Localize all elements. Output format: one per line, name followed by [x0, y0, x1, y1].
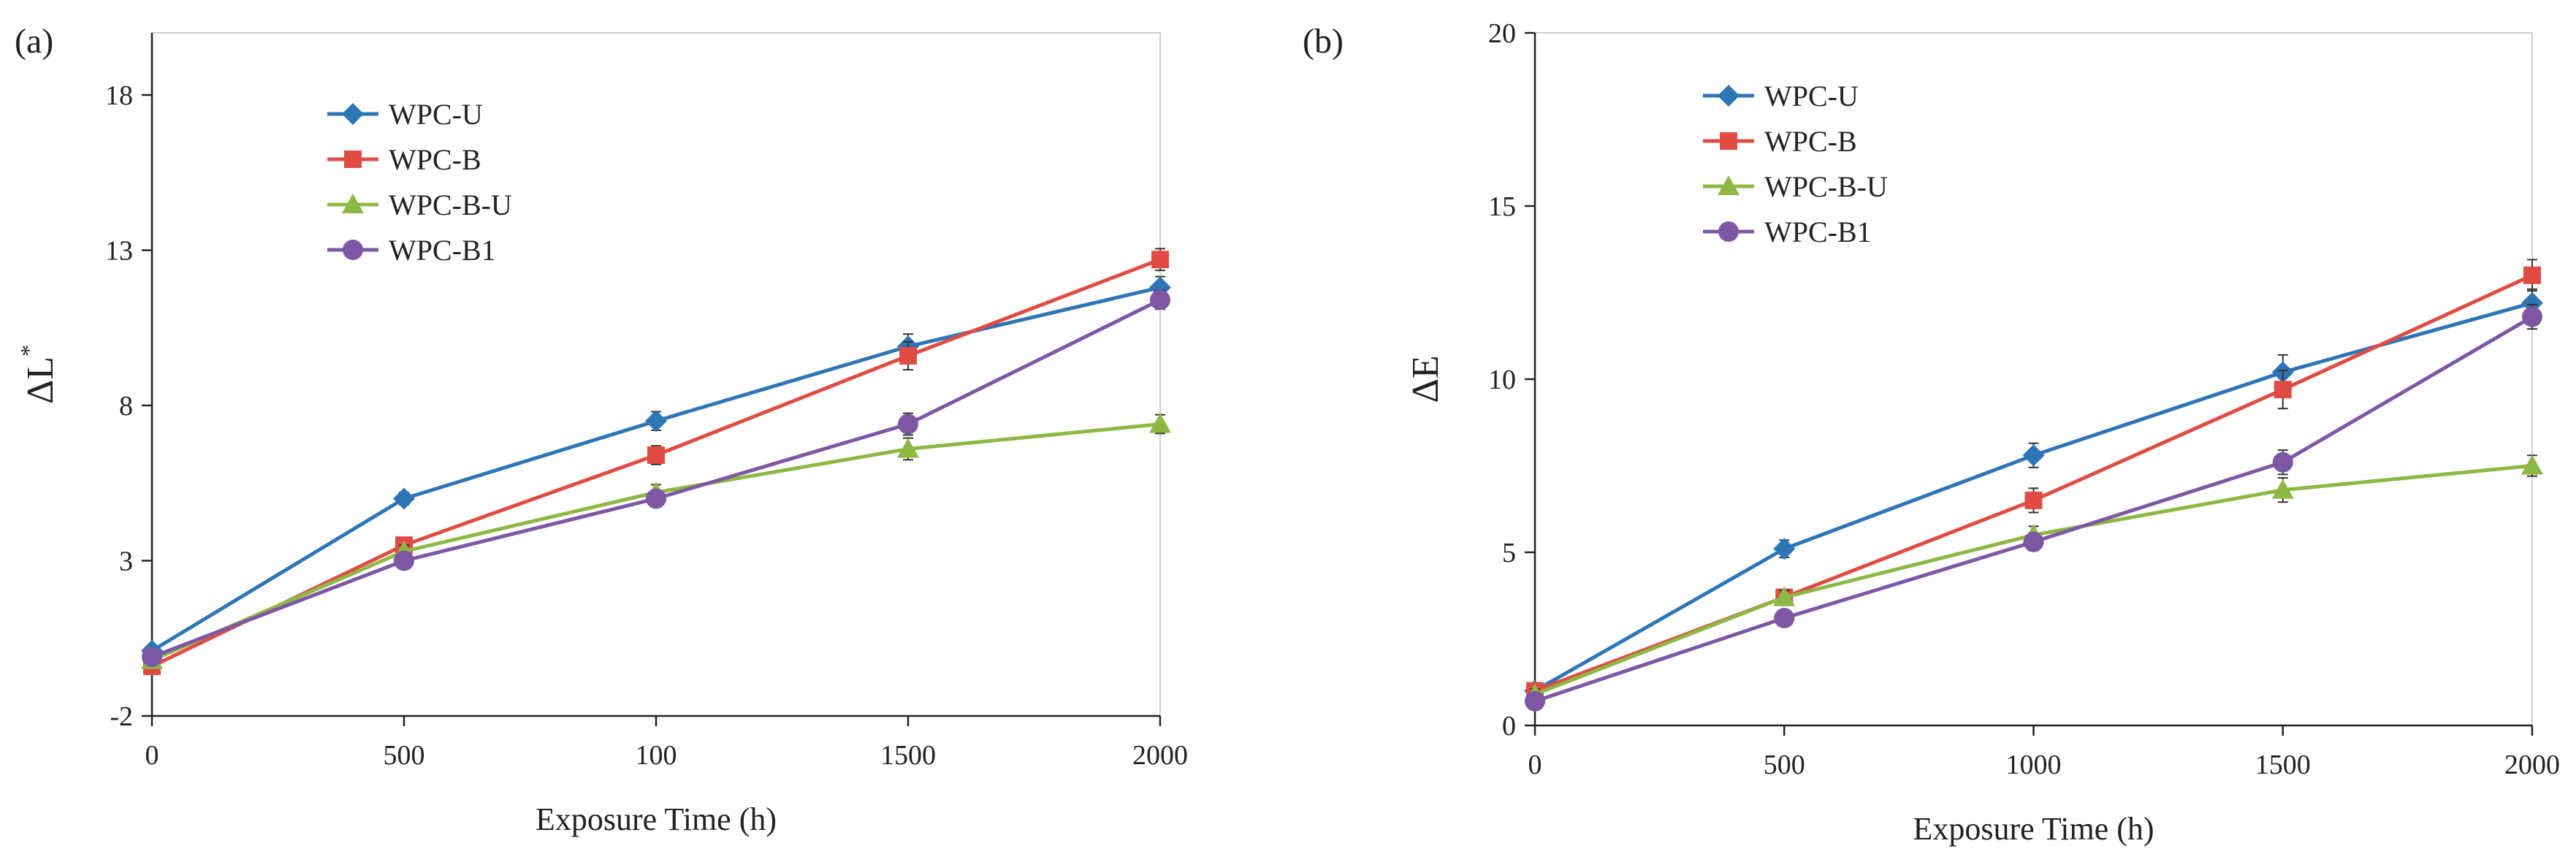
chart-b-plot-frame [1534, 32, 2533, 726]
chart-a-data-point [1149, 413, 1171, 433]
chart-a-data-point [393, 487, 415, 510]
chart-b-data-point [1525, 690, 1545, 712]
chart-a-x-axis-label: Exposure Time (h) [536, 801, 777, 837]
chart-b-data-point [1773, 538, 1796, 560]
chart-a-y-tick-label: 8 [119, 391, 133, 422]
chart-b-y-tick-label: 0 [1502, 711, 1516, 742]
chart-b-legend-marker [1718, 85, 1739, 107]
chart-b-svg: 0 5 10 15 20 0 500 1000 1500 2000 Exposure Time (h… [1303, 18, 2560, 847]
chart-a-y-tick-label: 13 [105, 236, 133, 267]
chart-a-data-point [897, 438, 919, 458]
chart-b-y-tick-label: 20 [1488, 18, 1516, 49]
chart-a-y-tick-label: -2 [110, 701, 133, 732]
chart-b-series-line [1534, 273, 2534, 693]
chart-a-series-wpc-b1 [142, 289, 1170, 668]
chart-b-y-axis-label: ΔE [1405, 355, 1447, 403]
chart-b-x-axis-label: Exposure Time (h) [1913, 811, 2154, 847]
chart-a-data-point [1151, 251, 1169, 269]
chart-b-data-point [2023, 531, 2044, 552]
chart-a-y-axis-label-superscript: * [15, 345, 42, 357]
chart-a-data-point [645, 410, 667, 432]
chart-a-svg: -2 3 8 13 18 0 500 100 1500 2000 Exposure Time (h)… [15, 22, 1188, 837]
chart-a-legend-marker [342, 194, 364, 213]
chart-b-data-point [2024, 491, 2043, 509]
chart-a-data-point [899, 347, 917, 365]
chart-a-legend-marker [344, 150, 362, 168]
chart-a-y-axis-label: ΔL* [15, 345, 61, 404]
chart-a-data-point [394, 550, 414, 571]
chart-b-legend-marker [1718, 175, 1739, 195]
chart-b-data-point [2022, 444, 2045, 467]
chart-a-legend-label: WPC-U [389, 98, 483, 131]
chart-b-legend-marker [1718, 221, 1739, 242]
chart-b-x-tick-label: 0 [1528, 750, 1542, 780]
chart-b-data-point [2522, 306, 2542, 327]
chart-b-y-tick-label: 10 [1488, 365, 1516, 395]
chart-b-data-point [2521, 454, 2543, 475]
chart-b-series-wpc-b1 [1525, 304, 2542, 712]
chart-panel-b: 0 5 10 15 20 0 500 1000 1500 2000 Exposure Time (h… [1288, 0, 2576, 865]
chart-a-x-tick-label: 2000 [1132, 740, 1188, 771]
chart-b-y-tick-label: 15 [1488, 191, 1516, 222]
chart-b-panel-label: (b) [1303, 22, 1344, 61]
chart-a-legend-marker [342, 103, 364, 125]
chart-b-legend-label: WPC-B1 [1764, 216, 1872, 248]
chart-a-y-tick-label: 18 [105, 80, 133, 111]
chart-a-legend-label: WPC-B-U [389, 188, 512, 221]
chart-a-x-tick-label: 500 [384, 740, 425, 771]
chart-a-series-wpc-b [143, 248, 1169, 675]
chart-b-data-point [2272, 451, 2293, 473]
chart-b-data-point [1773, 586, 1796, 606]
chart-a-y-tick-label: 3 [119, 546, 133, 577]
chart-b-legend-label: WPC-U [1764, 80, 1859, 113]
chart-b-data-point [2523, 266, 2541, 284]
chart-b-data-point [2271, 479, 2294, 499]
chart-b-legend-label: WPC-B [1764, 125, 1857, 158]
chart-b-x-tick-label: 1500 [2255, 750, 2311, 780]
chart-a-legend-label: WPC-B1 [389, 234, 496, 267]
chart-a-data-point [646, 488, 666, 509]
chart-a-x-tick-label: 0 [145, 740, 159, 771]
chart-a-data-point [898, 414, 918, 435]
chart-a-series-line [151, 298, 1162, 659]
chart-b-legend-marker [1720, 132, 1737, 150]
chart-b-y-tick-label: 5 [1502, 538, 1516, 568]
chart-b-data-point [2274, 381, 2292, 399]
chart-b-x-tick-label: 1000 [2006, 750, 2062, 780]
chart-a-legend-marker [343, 240, 363, 260]
chart-b-legend-label: WPC-B-U [1764, 170, 1888, 203]
chart-panel-a: -2 3 8 13 18 0 500 100 1500 2000 Exposure Time (h)… [15, 22, 1188, 837]
chart-a-data-point [647, 446, 665, 464]
chart-b-x-tick-label: 2000 [2504, 750, 2560, 780]
chart-a-x-tick-label: 1500 [880, 740, 936, 771]
chart-a-data-point [142, 647, 162, 668]
chart-a-legend-label: WPC-B [389, 143, 481, 176]
chart-b-x-tick-label: 500 [1764, 750, 1805, 780]
chart-b-data-point [1774, 608, 1795, 629]
chart-a-panel-label: (a) [15, 22, 53, 61]
chart-a-data-point [1150, 289, 1170, 310]
chart-a-x-tick-label: 100 [636, 740, 677, 771]
